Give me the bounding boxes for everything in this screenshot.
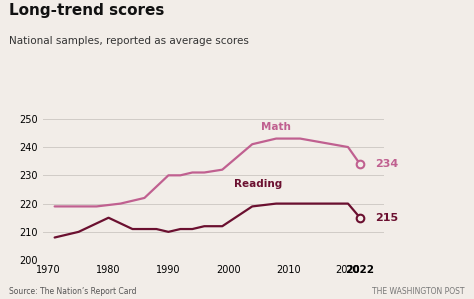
Text: National samples, reported as average scores: National samples, reported as average sc… [9,36,249,46]
Text: Long-trend scores: Long-trend scores [9,3,165,18]
Text: Math: Math [261,122,291,132]
Text: 215: 215 [375,213,398,223]
Text: Reading: Reading [234,179,283,189]
Text: THE WASHINGTON POST: THE WASHINGTON POST [372,287,465,296]
Text: 234: 234 [375,159,398,169]
Text: Source: The Nation’s Report Card: Source: The Nation’s Report Card [9,287,137,296]
